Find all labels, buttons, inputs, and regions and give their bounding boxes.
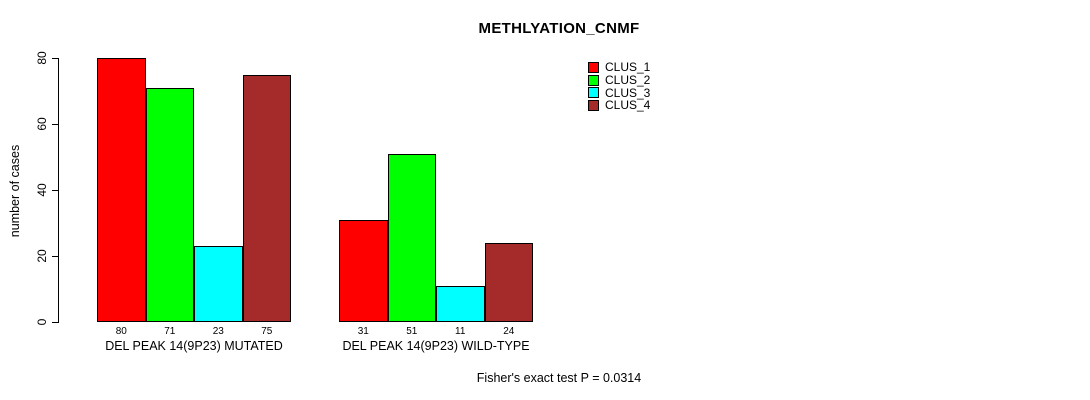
legend-label: CLUS_1 <box>605 60 651 75</box>
y-tick-label: 20 <box>35 249 49 263</box>
legend-swatch-icon <box>588 61 599 73</box>
y-tick-mark <box>52 256 58 257</box>
bar-clus_4-group1 <box>242 74 291 322</box>
y-tick-mark <box>52 190 58 191</box>
y-tick-mark <box>52 322 58 323</box>
legend-item-clus_2: CLUS_2 <box>588 73 651 88</box>
bar-value-label: 24 <box>503 326 515 337</box>
bar-value-label: 31 <box>357 326 369 337</box>
legend-label: CLUS_4 <box>605 98 651 113</box>
y-tick-mark <box>52 58 58 59</box>
y-axis-line <box>58 58 59 323</box>
y-tick-label: 0 <box>35 318 49 326</box>
legend-swatch-icon <box>588 74 599 86</box>
legend-label: CLUS_3 <box>605 85 651 100</box>
y-tick-label: 60 <box>35 117 49 131</box>
bar-clus_1-group1 <box>97 58 146 322</box>
legend-item-clus_1: CLUS_1 <box>588 60 651 75</box>
bar-clus_3-group2 <box>436 285 485 322</box>
y-tick-label: 40 <box>35 183 49 197</box>
bar-value-label: 51 <box>406 326 418 337</box>
bar-value-label: 71 <box>164 326 176 337</box>
legend-label: CLUS_2 <box>605 73 651 88</box>
legend-item-clus_4: CLUS_4 <box>588 98 651 113</box>
bar-value-label: 23 <box>212 326 224 337</box>
bar-clus_2-group2 <box>387 153 436 322</box>
bar-value-label: 11 <box>455 326 466 337</box>
legend-swatch-icon <box>588 99 599 111</box>
bar-clus_4-group2 <box>484 242 533 322</box>
group-label: DEL PEAK 14(9P23) WILD-TYPE <box>342 339 530 353</box>
legend-item-clus_3: CLUS_3 <box>588 85 651 100</box>
chart-title: METHLYATION_CNMF <box>478 20 640 37</box>
bar-clus_2-group1 <box>145 87 194 322</box>
y-tick-label: 80 <box>35 51 49 65</box>
bar-clus_3-group1 <box>194 246 243 322</box>
legend-swatch-icon <box>588 87 599 99</box>
group-label: DEL PEAK 14(9P23) MUTATED <box>105 339 283 353</box>
annotation-text: Fisher's exact test P = 0.0314 <box>476 371 642 385</box>
bar-value-label: 80 <box>115 326 127 337</box>
bar-clus_1-group2 <box>339 219 388 322</box>
y-axis-label: number of cases <box>8 144 22 238</box>
bar-value-label: 75 <box>261 326 273 337</box>
y-tick-mark <box>52 124 58 125</box>
legend: CLUS_1 CLUS_2 CLUS_3 CLUS_4 <box>588 60 651 113</box>
